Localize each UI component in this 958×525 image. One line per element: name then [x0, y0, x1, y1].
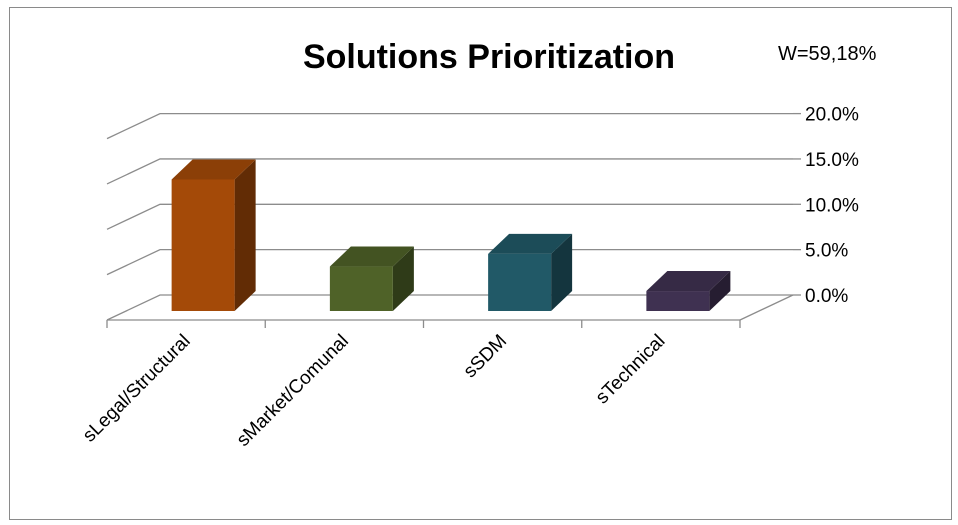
gridline — [106, 294, 793, 321]
bar-side — [551, 233, 573, 311]
bar — [488, 233, 573, 311]
y-tick-label: 0.0% — [805, 286, 848, 307]
bar-top — [329, 246, 414, 267]
category-label: sMarket/Comunal — [233, 331, 353, 451]
y-tick-label: 15.0% — [805, 150, 859, 171]
chart-title: Solutions Prioritization — [303, 38, 675, 76]
chart-frame — [9, 7, 952, 520]
bar-side — [709, 271, 731, 311]
floor-edge — [739, 294, 794, 321]
bar-top — [488, 233, 573, 254]
category-label: sTechnical — [592, 331, 670, 409]
gridline — [106, 248, 793, 276]
category-labels: sLegal/Structural sMarket/Comunal sSDM sTec… — [79, 331, 669, 451]
gridline — [106, 158, 793, 185]
gridline — [106, 112, 793, 140]
y-tick-label: 5.0% — [805, 241, 848, 262]
bar-front — [171, 179, 235, 311]
category-label: sSDM — [460, 331, 511, 382]
bar-front — [329, 266, 393, 311]
category-label: sLegal/Structural — [79, 331, 195, 447]
bar — [646, 271, 731, 311]
gridline — [106, 203, 793, 230]
gridlines — [106, 112, 801, 328]
y-tick-label: 10.0% — [805, 195, 859, 216]
bar — [329, 246, 414, 311]
bar-side — [234, 159, 256, 311]
y-tick-label: 20.0% — [805, 105, 859, 126]
bar-top — [171, 159, 256, 180]
y-tick-labels: 0.0% 5.0% 10.0% 15.0% 20.0% — [805, 105, 859, 307]
bars — [171, 159, 731, 311]
bar-front — [488, 253, 552, 311]
bar — [171, 159, 256, 311]
bar-top — [646, 271, 731, 292]
chart-annotation: W=59,18% — [778, 43, 877, 65]
bar-front — [646, 291, 710, 311]
bar-side — [392, 246, 414, 311]
